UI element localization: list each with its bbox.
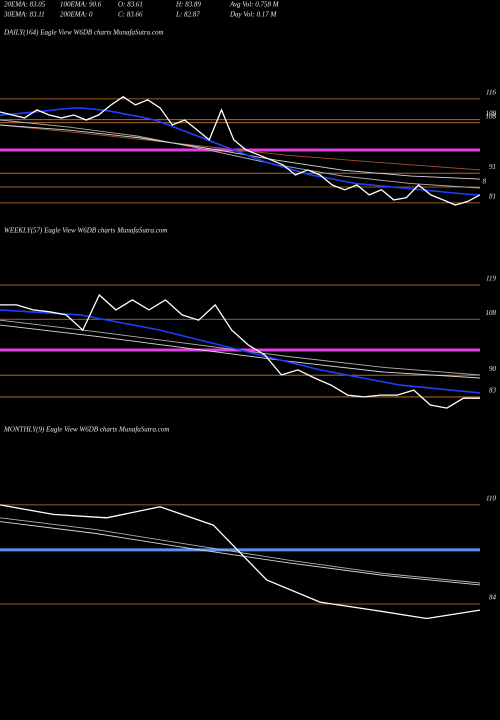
price-line bbox=[0, 96, 481, 206]
level-label: 90 bbox=[489, 365, 497, 373]
price-line bbox=[0, 124, 481, 180]
header-stat: L: 82.87 bbox=[175, 11, 200, 19]
header-stat: 30EMA: 83.11 bbox=[3, 11, 45, 19]
level-label: 91 bbox=[489, 163, 496, 171]
price-line bbox=[0, 293, 480, 409]
level-label: 84 bbox=[489, 594, 497, 602]
level-label: 83 bbox=[489, 387, 497, 395]
header-stat: O: 83.61 bbox=[118, 1, 143, 9]
header-stat: 200EMA: 0 bbox=[60, 11, 93, 19]
header-stat: 20EMA: 83.05 bbox=[4, 1, 46, 9]
price-line bbox=[0, 324, 481, 379]
price-line bbox=[0, 124, 481, 171]
price-line bbox=[0, 119, 481, 189]
level-label: 108 bbox=[486, 112, 497, 120]
level-label: 108 bbox=[486, 309, 497, 317]
price-line bbox=[0, 504, 481, 620]
header-stat: 100EMA: 90.6 bbox=[60, 1, 102, 9]
level-label: 109 bbox=[486, 109, 497, 117]
level-label: 119 bbox=[486, 275, 496, 283]
price-line bbox=[0, 319, 481, 376]
level-label: 81 bbox=[489, 192, 496, 200]
panel-title: DAILY(164) Eagle View W6DB charts Munafa… bbox=[3, 29, 164, 37]
price-line bbox=[0, 309, 481, 394]
panel-title: MONTHLY(9) Eagle View W6DB charts Munafa… bbox=[3, 426, 169, 434]
header-stat: H: 83.89 bbox=[175, 1, 201, 9]
panel-title: WEEKLY(57) Eagle View W6DB charts Munafa… bbox=[4, 227, 167, 235]
header-stat: Avg Vol: 0.758 M bbox=[229, 1, 280, 9]
header-stat: Day Vol: 0.17 M bbox=[229, 11, 277, 19]
level-label: 110 bbox=[486, 494, 496, 502]
level-label: 116 bbox=[486, 89, 496, 97]
price-line bbox=[0, 521, 481, 586]
level-label: 8 bbox=[483, 178, 487, 186]
header-stat: C: 83.66 bbox=[118, 11, 143, 19]
price-line bbox=[0, 106, 481, 196]
